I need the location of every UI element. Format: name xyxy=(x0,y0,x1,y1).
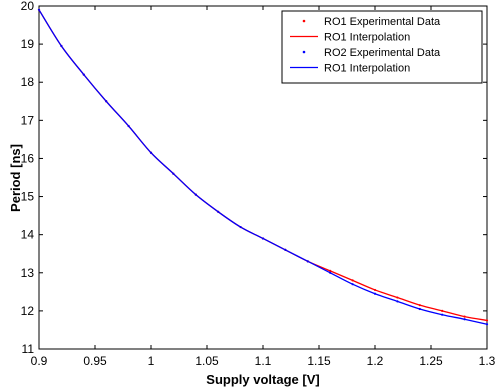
legend-point-sample xyxy=(302,19,306,23)
data-point-2 xyxy=(60,44,63,48)
legend-label: RO1 Experimental Data xyxy=(324,16,441,28)
y-tick-label: 18 xyxy=(21,75,35,89)
y-tick-label: 16 xyxy=(21,151,35,165)
series-layer xyxy=(37,8,489,326)
y-tick-label: 14 xyxy=(21,228,35,242)
y-tick-label: 15 xyxy=(21,190,35,204)
x-tick-label: 1.15 xyxy=(307,354,331,368)
axis-ticks: 0.9 0.95 1 1.05 1.1 1.15 1.2 1.25 1.3 11 12 13 14 15 1… xyxy=(21,0,496,368)
data-point-0 xyxy=(396,296,399,299)
data-point-2 xyxy=(351,283,354,286)
data-point-2 xyxy=(373,292,377,295)
y-tick-label: 20 xyxy=(21,0,35,13)
x-tick-label: 1.05 xyxy=(195,354,219,368)
data-point-2 xyxy=(149,151,153,154)
data-point-2 xyxy=(306,260,309,263)
x-tick-label: 1.1 xyxy=(255,354,272,368)
data-point-2 xyxy=(127,124,130,128)
data-point-2 xyxy=(329,271,332,274)
y-tick-label: 12 xyxy=(21,304,35,318)
data-point-2 xyxy=(418,307,421,311)
legend: RO1 Experimental Data RO1 Interpolation RO… xyxy=(281,10,483,84)
data-point-2 xyxy=(217,210,220,213)
x-tick-label: 0.95 xyxy=(83,354,107,368)
data-point-0 xyxy=(329,269,332,272)
y-tick-label: 11 xyxy=(22,342,35,356)
data-point-0 xyxy=(463,315,466,318)
data-point-2 xyxy=(172,172,175,175)
data-point-2 xyxy=(396,300,399,303)
data-point-0 xyxy=(351,279,354,282)
data-point-2 xyxy=(194,193,197,196)
data-point-0 xyxy=(485,319,489,322)
data-point-2 xyxy=(261,237,265,240)
x-axis-title: Supply voltage [V] xyxy=(206,372,319,387)
data-point-0 xyxy=(373,288,377,292)
y-tick-label: 13 xyxy=(21,266,35,280)
data-point-2 xyxy=(284,248,287,252)
data-point-2 xyxy=(239,225,242,229)
data-point-0 xyxy=(418,304,421,307)
legend-label: RO2 Experimental Data xyxy=(324,47,441,59)
y-axis-title: Period [ns] xyxy=(8,144,23,212)
y-tick-label: 17 xyxy=(21,113,35,127)
x-tick-label: 1 xyxy=(148,354,155,368)
legend-point-sample xyxy=(302,50,306,54)
data-point-2 xyxy=(82,73,85,76)
legend-label: RO1 Interpolation xyxy=(324,63,410,75)
legend-label: RO1 Interpolation xyxy=(324,32,410,44)
data-point-0 xyxy=(441,309,444,312)
x-tick-label: 1.25 xyxy=(419,354,443,368)
y-tick-label: 19 xyxy=(21,37,35,51)
x-tick-label: 1.2 xyxy=(367,354,384,368)
legend-box xyxy=(281,10,483,84)
data-point-2 xyxy=(105,100,108,103)
x-tick-label: 0.9 xyxy=(31,354,48,368)
data-point-2 xyxy=(37,8,41,11)
data-point-2 xyxy=(463,318,466,321)
data-point-2 xyxy=(485,323,489,326)
x-tick-label: 1.3 xyxy=(479,354,496,368)
data-point-2 xyxy=(441,313,444,316)
